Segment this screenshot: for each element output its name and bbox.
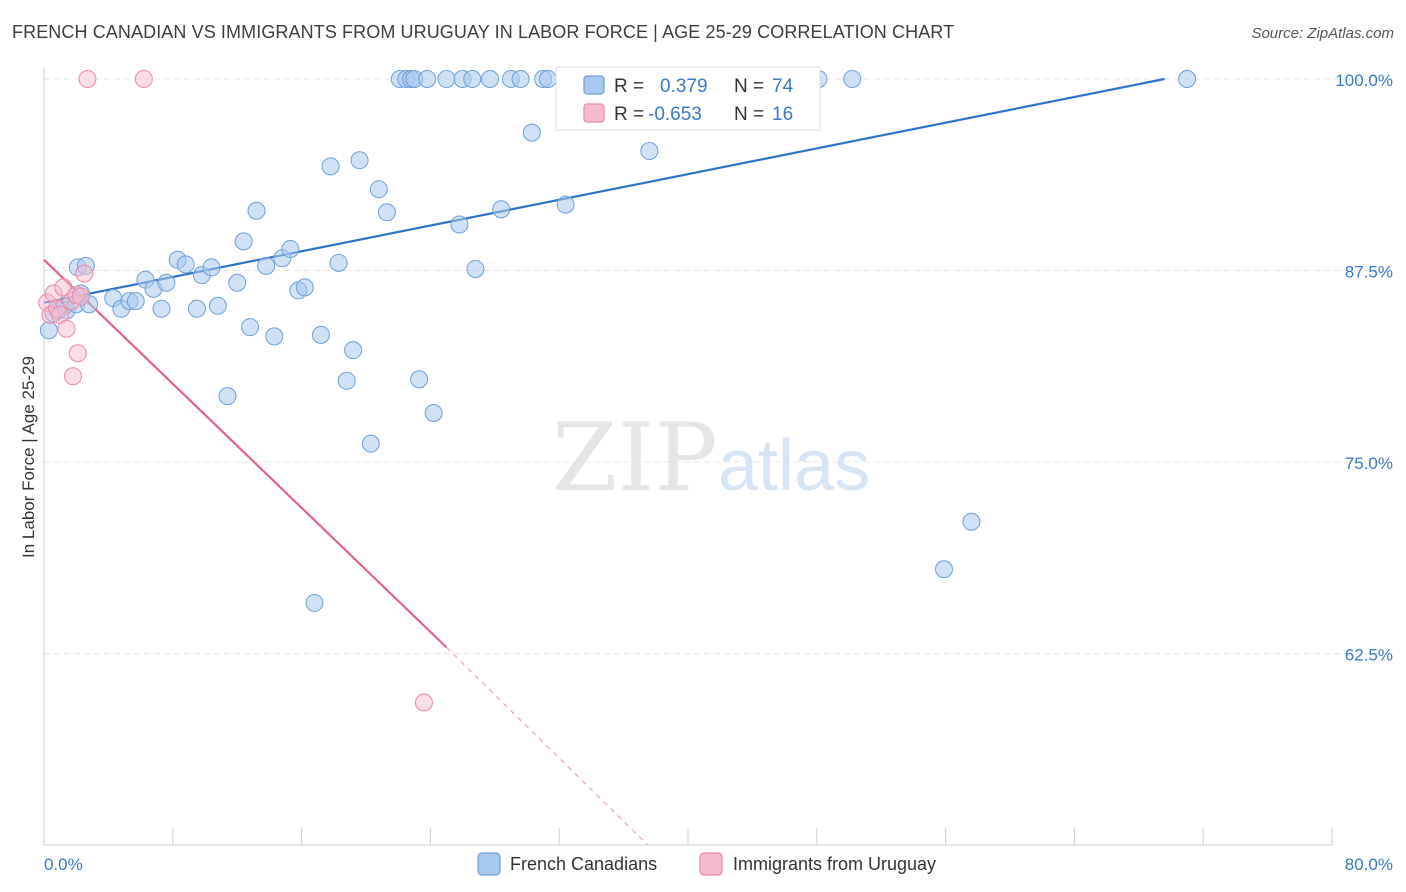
x-tick-label: 80.0%	[1345, 855, 1393, 874]
data-point-french-canadians	[492, 200, 511, 219]
y-tick-label: 62.5%	[1345, 646, 1393, 665]
data-point-immigrants-from-uruguay	[75, 264, 94, 283]
trend-line-extension-immigrants-from-uruguay	[446, 646, 649, 846]
data-point-french-canadians	[437, 70, 456, 88]
data-point-french-canadians	[450, 215, 469, 234]
data-point-french-canadians	[463, 70, 482, 88]
data-point-french-canadians	[424, 403, 443, 422]
stats-box: R = 0.379 N = 74 R = -0.653 N = 16	[555, 66, 821, 131]
stats-n-label-pink: N =	[734, 104, 764, 125]
data-point-french-canadians	[556, 195, 575, 214]
trend-line-immigrants-from-uruguay	[43, 258, 448, 649]
data-point-french-canadians	[218, 387, 237, 406]
data-point-french-canadians	[538, 70, 557, 88]
data-point-immigrants-from-uruguay	[63, 367, 82, 386]
data-point-french-canadians	[202, 258, 221, 277]
data-point-french-canadians	[511, 70, 530, 88]
legend-swatch-immigrants-from-uruguay	[699, 852, 723, 876]
data-point-french-canadians	[187, 299, 206, 318]
data-point-french-canadians	[257, 256, 276, 275]
series-french-canadians	[39, 70, 1197, 612]
y-axis-label: In Labor Force | Age 25-29	[19, 356, 38, 558]
data-point-french-canadians	[1178, 70, 1197, 88]
y-tick-label: 75.0%	[1345, 454, 1393, 473]
data-point-french-canadians	[522, 123, 541, 142]
legend-label-french-canadians: French Canadians	[510, 854, 657, 874]
data-point-french-canadians	[39, 321, 58, 340]
data-point-french-canadians	[265, 327, 284, 346]
stats-r-label-pink: R =	[614, 104, 644, 125]
data-point-french-canadians	[176, 255, 195, 274]
data-point-french-canadians	[311, 325, 330, 344]
data-point-french-canadians	[281, 240, 300, 259]
data-point-immigrants-from-uruguay	[134, 70, 153, 88]
data-point-french-canadians	[962, 512, 981, 531]
chart-title: FRENCH CANADIAN VS IMMIGRANTS FROM URUGU…	[12, 22, 955, 42]
trend-lines	[43, 77, 1165, 846]
data-point-french-canadians	[640, 142, 659, 161]
data-point-french-canadians	[466, 259, 485, 278]
watermark-zip: ZIP	[552, 404, 718, 513]
stats-r-value-pink: -0.653	[648, 104, 702, 125]
data-point-immigrants-from-uruguay	[78, 70, 97, 88]
stats-n-value-blue: 74	[772, 76, 794, 97]
stats-n-value-pink: 16	[772, 104, 793, 125]
data-point-french-canadians	[126, 292, 145, 311]
y-tick-label: 100.0%	[1335, 71, 1393, 90]
x-tick-label: 0.0%	[44, 855, 83, 874]
watermark: ZIP atlas	[552, 404, 870, 513]
data-point-french-canadians	[152, 299, 171, 318]
data-point-french-canadians	[247, 201, 266, 220]
data-point-french-canadians	[241, 318, 260, 337]
data-point-french-canadians	[350, 151, 369, 170]
tick-labels: 62.5% 75.0% 87.5% 100.0% 0.0% 80.0%	[44, 71, 1393, 874]
stats-r-value-blue: 0.379	[660, 76, 708, 97]
watermark-atlas: atlas	[718, 426, 870, 506]
data-point-french-canadians	[337, 371, 356, 390]
data-point-french-canadians	[208, 296, 227, 315]
data-point-french-canadians	[329, 253, 348, 272]
data-point-french-canadians	[234, 232, 253, 251]
axes	[43, 68, 1333, 846]
legend: French Canadians Immigrants from Uruguay	[477, 852, 936, 876]
data-point-french-canadians	[369, 180, 388, 199]
legend-label-immigrants-from-uruguay: Immigrants from Uruguay	[733, 854, 936, 874]
data-point-french-canadians	[305, 593, 324, 612]
legend-swatch-french-canadians	[477, 852, 501, 876]
stats-pink-swatch	[583, 103, 605, 123]
stats-n-label-blue: N =	[734, 76, 764, 97]
data-point-immigrants-from-uruguay	[68, 344, 87, 363]
stats-blue-swatch	[583, 75, 605, 95]
data-point-french-canadians	[843, 70, 862, 88]
data-point-french-canadians	[157, 273, 176, 292]
series-immigrants-from-uruguay	[38, 70, 433, 712]
data-point-french-canadians	[361, 434, 380, 453]
data-point-french-canadians	[344, 341, 363, 360]
data-point-french-canadians	[410, 370, 429, 389]
data-point-french-canadians	[377, 203, 396, 222]
data-point-immigrants-from-uruguay	[414, 693, 433, 712]
data-point-french-canadians	[480, 70, 499, 88]
gridlines	[44, 78, 1392, 654]
source-credit: Source: ZipAtlas.com	[1251, 25, 1394, 42]
stats-r-label-blue: R =	[614, 76, 644, 97]
data-point-immigrants-from-uruguay	[57, 319, 76, 338]
data-point-french-canadians	[228, 273, 247, 292]
trend-line-french-canadians	[43, 77, 1165, 304]
data-point-french-canadians	[321, 157, 340, 176]
data-point-french-canadians	[295, 278, 314, 297]
data-point-immigrants-from-uruguay	[72, 287, 91, 306]
data-point-french-canadians	[418, 70, 437, 88]
data-point-french-canadians	[934, 560, 953, 579]
y-tick-label: 87.5%	[1345, 263, 1393, 282]
